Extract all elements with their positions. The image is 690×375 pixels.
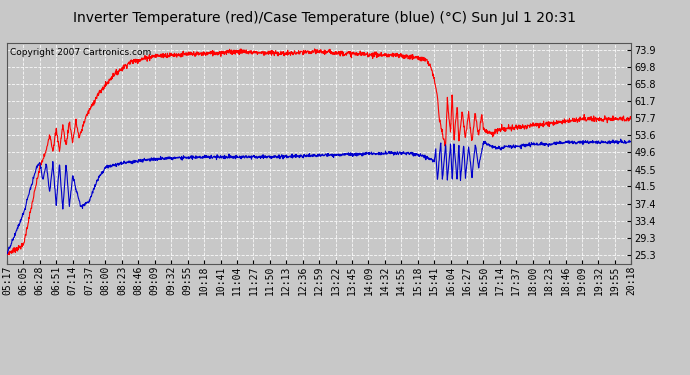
Text: Inverter Temperature (red)/Case Temperature (blue) (°C) Sun Jul 1 20:31: Inverter Temperature (red)/Case Temperat… [73, 11, 575, 25]
Text: Copyright 2007 Cartronics.com: Copyright 2007 Cartronics.com [10, 48, 151, 57]
